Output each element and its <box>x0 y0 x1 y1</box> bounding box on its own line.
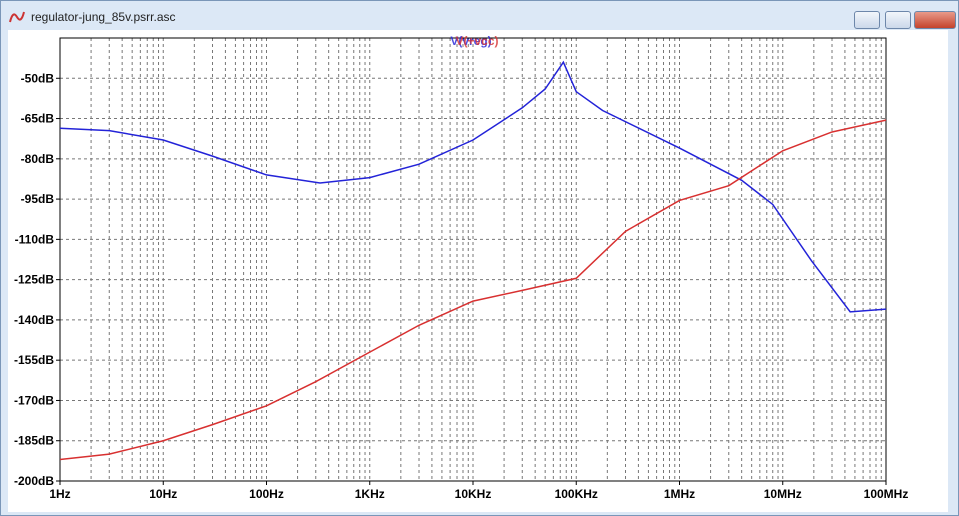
legend-label: V(+vcc) <box>455 34 498 48</box>
plot-frame <box>59 37 887 482</box>
y-tick-label: -95dB <box>21 192 55 206</box>
x-tick-label: 10Hz <box>149 487 177 501</box>
series-line <box>59 60 887 313</box>
y-tick-label: -140dB <box>14 313 54 327</box>
y-tick-label: -170dB <box>14 393 54 407</box>
x-tick-label: 10MHz <box>764 487 802 501</box>
plot-background <box>8 30 948 512</box>
legend-label: V(vreg) <box>450 34 491 48</box>
y-tick-label: -80dB <box>21 152 55 166</box>
y-tick-label: -65dB <box>21 112 55 126</box>
x-tick-label: 1MHz <box>664 487 695 501</box>
close-button[interactable] <box>914 11 956 29</box>
x-tick-label: 1KHz <box>355 487 385 501</box>
y-tick-label: -125dB <box>14 273 54 287</box>
series-line <box>59 119 887 461</box>
y-tick-label: -50dB <box>21 71 55 85</box>
y-tick-label: -155dB <box>14 353 54 367</box>
x-tick-label: 100MHz <box>864 487 909 501</box>
y-tick-label: -110dB <box>15 232 55 246</box>
x-tick-label: 100KHz <box>555 487 598 501</box>
y-tick-label: -185dB <box>14 434 54 448</box>
x-tick-label: 100Hz <box>249 487 284 501</box>
minimize-button[interactable] <box>854 11 880 29</box>
chart: -50dB -65dB -80dB -95dB -110dB -125dB -140dB -1… <box>8 30 948 512</box>
x-tick-label: 1Hz <box>49 487 70 501</box>
y-tick-label: -200dB <box>14 474 54 488</box>
x-tick-label: 10KHz <box>455 487 492 501</box>
window-title: regulator-jung_85v.psrr.asc <box>31 10 176 24</box>
app-icon <box>9 11 25 23</box>
maximize-button[interactable] <box>885 11 911 29</box>
